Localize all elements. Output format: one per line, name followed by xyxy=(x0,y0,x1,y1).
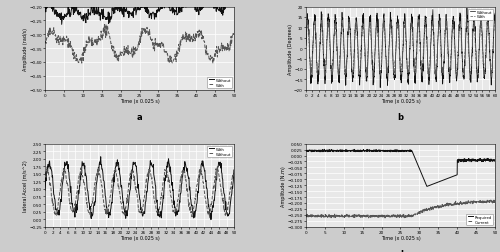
Y-axis label: lateral Accel (m/s^2): lateral Accel (m/s^2) xyxy=(23,160,28,211)
Text: a: a xyxy=(136,112,142,121)
Text: b: b xyxy=(398,112,404,121)
Text: d: d xyxy=(398,249,404,252)
Text: c: c xyxy=(137,249,142,252)
Legend: Without, With: Without, With xyxy=(468,10,493,21)
Y-axis label: Amplitude (rad/s): Amplitude (rad/s) xyxy=(23,27,28,70)
Legend: Without, With: Without, With xyxy=(208,77,232,88)
Legend: With, Without: With, Without xyxy=(208,146,232,157)
Y-axis label: Amplitude (Degrees): Amplitude (Degrees) xyxy=(288,23,292,74)
Legend: Required, Current: Required, Current xyxy=(466,214,493,225)
Y-axis label: Amplitude (N.m): Amplitude (N.m) xyxy=(281,165,286,206)
X-axis label: Time (x 0.025 s): Time (x 0.025 s) xyxy=(120,235,160,240)
X-axis label: Time (x 0.025 s): Time (x 0.025 s) xyxy=(380,235,420,240)
X-axis label: Time (x 0.025 s): Time (x 0.025 s) xyxy=(120,99,160,104)
X-axis label: Time (x 0.025 s): Time (x 0.025 s) xyxy=(380,99,420,104)
